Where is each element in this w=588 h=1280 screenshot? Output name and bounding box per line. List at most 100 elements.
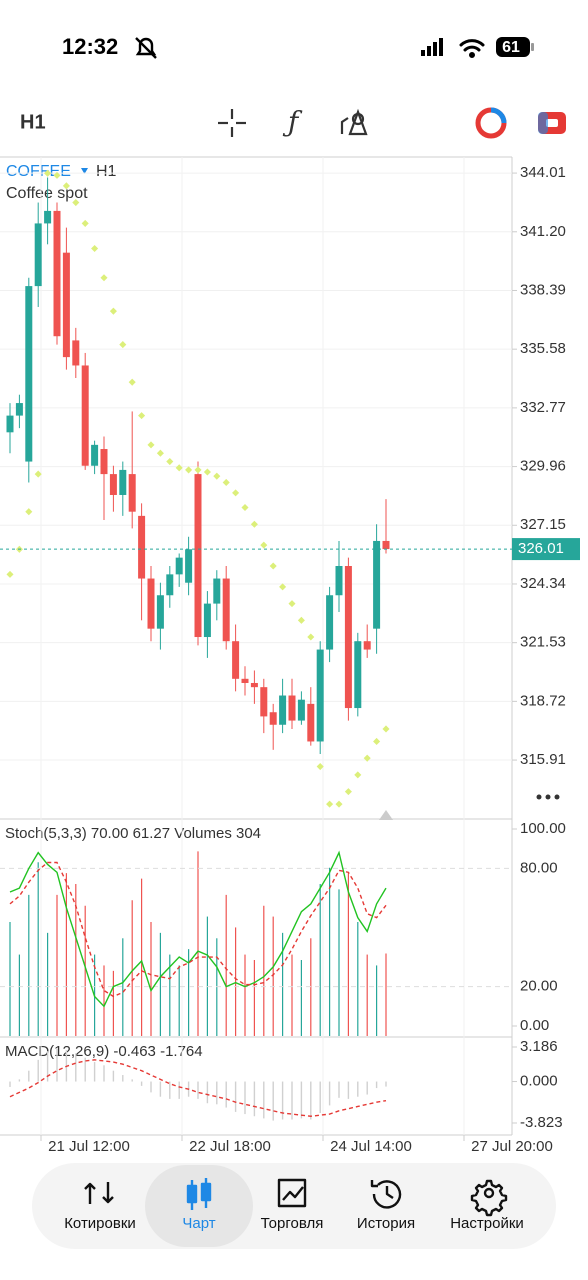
y-tick-label: 80.00 [520, 859, 558, 876]
sar-dot [138, 412, 146, 420]
wifi-icon [459, 39, 485, 58]
indicators-button[interactable]: ƒ [282, 106, 303, 139]
current-price-label: 326.01 [518, 540, 564, 557]
candle-body [326, 595, 334, 650]
y-tick-label: 100.00 [520, 820, 566, 837]
candle-body [335, 566, 343, 596]
timeframe-button[interactable]: H1 [20, 111, 46, 133]
nav-label[interactable]: Настройки [450, 1215, 524, 1232]
sar-dot [250, 520, 258, 528]
sar-dot [335, 800, 343, 808]
stoch-k-line [9, 850, 387, 1008]
y-tick-label: 344.01 [520, 164, 566, 181]
nav-icon[interactable] [84, 1182, 114, 1204]
nav-label[interactable]: История [357, 1215, 415, 1232]
candle-body [72, 340, 80, 366]
candle-body [44, 210, 52, 224]
stoch-d-line [9, 861, 387, 998]
stoch-legend: Stoch(5,3,3) 70.00 61.27 Volumes 304 [5, 825, 261, 842]
y-tick-label: 335.58 [520, 340, 566, 357]
y-tick-label: 3.186 [520, 1038, 558, 1055]
y-tick-label: 327.15 [520, 516, 566, 533]
sar-dot [185, 466, 193, 474]
candle-body [100, 449, 108, 475]
sar-dot [34, 470, 42, 478]
symbol-dropdown[interactable] [81, 168, 88, 174]
nav-label[interactable]: Чарт [182, 1215, 215, 1232]
candle-body [62, 252, 70, 358]
signal-icon [421, 38, 443, 56]
candle-body [138, 515, 146, 579]
macd-signal-line [9, 1059, 387, 1117]
candle-body [297, 699, 305, 721]
candle-body [316, 649, 324, 742]
x-tick-label: 22 Jul 18:00 [189, 1138, 271, 1155]
nav-icon[interactable] [370, 1180, 402, 1209]
sar-dot [279, 583, 287, 591]
sar-dot [232, 489, 240, 497]
battery-level: 61 [502, 39, 520, 56]
x-tick-label: 24 Jul 14:00 [330, 1138, 412, 1155]
candle-body [166, 574, 174, 596]
current-price-box [512, 538, 580, 561]
candle-body [382, 540, 390, 550]
y-tick-label: 20.00 [520, 978, 558, 995]
mute-icon [135, 37, 157, 59]
objects-button[interactable] [340, 108, 368, 136]
candle-body [175, 557, 183, 575]
candle-body [194, 474, 202, 638]
candle-body [15, 403, 23, 416]
sar-dot [44, 169, 52, 177]
sar-dot [344, 788, 352, 796]
panel-handle[interactable] [379, 810, 393, 820]
sar-dot [100, 274, 108, 282]
crosshair-button[interactable] [218, 109, 246, 137]
candle-body [185, 549, 193, 583]
more-button[interactable] [536, 794, 560, 800]
sar-dot [241, 503, 249, 512]
candle-body [307, 703, 315, 742]
candle-body [232, 641, 240, 679]
y-tick-label: 338.39 [520, 281, 566, 298]
sar-dot [119, 341, 127, 349]
nav-icon[interactable] [277, 1178, 307, 1208]
candle-body [373, 540, 381, 629]
y-tick-label: 315.91 [520, 751, 566, 768]
candle-body [6, 415, 14, 433]
nav-label[interactable]: Торговля [261, 1215, 324, 1232]
sar-dot [6, 570, 14, 578]
x-tick-label: 27 Jul 20:00 [471, 1138, 553, 1155]
candle-body [203, 603, 211, 638]
symbol-name[interactable]: COFFEE [6, 163, 71, 180]
sar-dot [373, 737, 381, 746]
sar-dot [213, 472, 221, 480]
candle-body [81, 365, 89, 466]
sar-dot [363, 754, 371, 762]
sar-dot [81, 219, 89, 227]
candle-body [260, 687, 268, 717]
nav-icon[interactable] [186, 1178, 212, 1210]
sar-dot [156, 449, 164, 457]
sar-dot [326, 800, 334, 808]
candle-body [213, 578, 221, 604]
candle-body [344, 566, 352, 709]
sar-dot [147, 441, 155, 449]
candle-body [119, 469, 127, 495]
y-tick-label: 0.000 [520, 1073, 558, 1090]
nav-icon[interactable] [470, 1179, 508, 1217]
candle-body [91, 444, 99, 466]
y-tick-label: 324.34 [520, 575, 566, 592]
macd-legend: MACD(12,26,9) -0.463 -1.764 [5, 1043, 203, 1060]
candle-body [354, 641, 362, 709]
battery [496, 37, 530, 57]
trade-button[interactable] [475, 107, 507, 139]
account-button[interactable] [538, 112, 566, 134]
sar-dot [260, 541, 268, 549]
symbol-description: Coffee spot [6, 185, 88, 202]
sar-dot [203, 468, 211, 476]
nav-label[interactable]: Котировки [64, 1215, 136, 1232]
candle-body [363, 641, 371, 650]
candle-body [109, 474, 117, 495]
sar-dot [166, 458, 174, 466]
y-tick-label: 321.53 [520, 634, 566, 651]
